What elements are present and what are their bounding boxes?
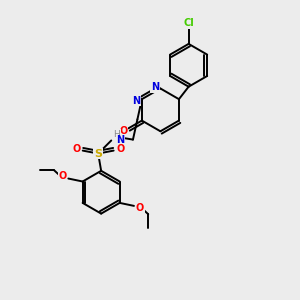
Text: O: O [136, 203, 144, 213]
Text: N: N [116, 136, 124, 146]
Text: N: N [151, 82, 159, 92]
Text: N: N [132, 96, 140, 106]
Text: S: S [94, 148, 102, 159]
Text: O: O [119, 126, 128, 136]
Text: H: H [113, 130, 120, 139]
Text: O: O [72, 144, 80, 154]
Text: O: O [58, 171, 67, 181]
Text: Cl: Cl [183, 18, 194, 28]
Text: O: O [116, 144, 124, 154]
